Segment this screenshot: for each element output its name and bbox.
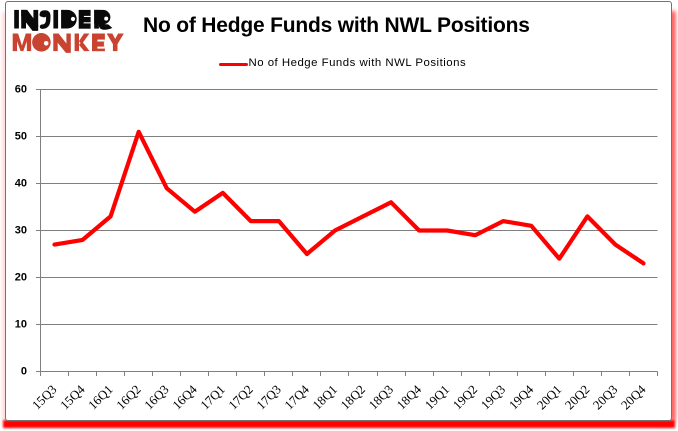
- svg-text:20Q1: 20Q1: [534, 382, 564, 412]
- svg-text:16Q4: 16Q4: [170, 382, 200, 412]
- svg-text:17Q2: 17Q2: [226, 382, 256, 412]
- svg-text:18Q2: 18Q2: [338, 382, 368, 412]
- svg-text:19Q3: 19Q3: [478, 382, 508, 412]
- svg-text:0: 0: [21, 366, 27, 378]
- svg-text:18Q1: 18Q1: [310, 382, 340, 412]
- svg-text:19Q1: 19Q1: [422, 382, 452, 412]
- svg-text:17Q3: 17Q3: [254, 382, 284, 412]
- svg-text:20Q3: 20Q3: [590, 382, 620, 412]
- svg-text:50: 50: [15, 131, 27, 143]
- svg-text:18Q3: 18Q3: [366, 382, 396, 412]
- svg-text:18Q4: 18Q4: [394, 382, 424, 412]
- svg-text:10: 10: [15, 319, 27, 331]
- svg-text:20Q4: 20Q4: [619, 382, 649, 412]
- svg-text:19Q4: 19Q4: [506, 382, 536, 412]
- svg-text:16Q2: 16Q2: [114, 382, 144, 412]
- svg-text:16Q3: 16Q3: [142, 382, 172, 412]
- svg-text:20: 20: [15, 272, 27, 284]
- svg-text:15Q3: 15Q3: [30, 382, 60, 412]
- svg-text:15Q4: 15Q4: [58, 382, 88, 412]
- svg-text:20Q2: 20Q2: [562, 382, 592, 412]
- svg-text:16Q1: 16Q1: [86, 382, 116, 412]
- svg-text:40: 40: [15, 178, 27, 190]
- svg-text:19Q2: 19Q2: [450, 382, 480, 412]
- svg-text:17Q1: 17Q1: [198, 382, 228, 412]
- svg-text:17Q4: 17Q4: [282, 382, 312, 412]
- svg-text:60: 60: [15, 84, 27, 96]
- svg-text:30: 30: [15, 225, 27, 237]
